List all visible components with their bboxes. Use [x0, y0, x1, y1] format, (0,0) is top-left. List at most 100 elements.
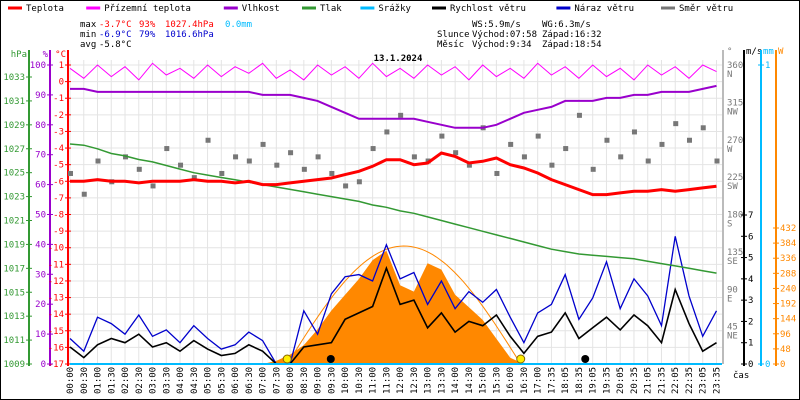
wind-axis-unit: m/s — [746, 47, 762, 57]
x-tick-label: 17:35 — [547, 367, 557, 394]
wind-direction-point — [343, 183, 349, 189]
x-tick-label: 05:00 — [204, 367, 214, 394]
solar-axis-unit: W — [778, 47, 784, 57]
x-tick-label: 15:30 — [492, 367, 502, 394]
stat-avg-label: avg — [80, 40, 96, 50]
direction-tick-label: SW — [727, 182, 738, 192]
humidity-tick-label: 90 — [35, 91, 46, 101]
wind-direction-point — [178, 162, 184, 168]
x-tick-label: 10:00 — [341, 367, 351, 394]
stat-temp-max: -3.7°C — [99, 20, 132, 30]
series-temperature — [70, 151, 717, 197]
temperature-tick-label: -13 — [48, 294, 64, 304]
temperature-tick-label: -9 — [53, 227, 64, 237]
wind-direction-point — [411, 154, 417, 160]
legend-label-4: Srážky — [378, 4, 411, 14]
solar-tick-label: 288 — [780, 269, 796, 279]
solar-tick-label: 240 — [780, 284, 796, 294]
solar-tick-label: 192 — [780, 300, 796, 310]
temperature-tick-label: -7 — [53, 194, 64, 204]
series-humidity — [70, 84, 717, 129]
wind-direction-point — [219, 170, 225, 176]
wind-direction-point — [356, 179, 362, 185]
humidity-tick-label: 70 — [35, 151, 46, 161]
chart-title: 13.1.2024 — [374, 54, 423, 64]
legend-label-0: Teplota — [26, 4, 64, 14]
x-tick-label: 02:30 — [135, 367, 145, 394]
temperature-tick-label: -12 — [48, 277, 64, 287]
x-tick-label: 22:05 — [671, 367, 681, 394]
wind-direction-point — [563, 146, 569, 152]
x-tick-label: 23:05 — [699, 367, 709, 394]
stat-hum-max: 93% — [139, 20, 156, 30]
temperature-tick-label: 1 — [59, 61, 64, 71]
wind-direction-point — [95, 158, 101, 164]
wind-direction-point — [123, 154, 129, 160]
wind-direction-point — [370, 146, 376, 152]
wind-direction-point — [645, 158, 651, 164]
humidity-tick-label: 20 — [35, 300, 46, 310]
stat-wind-gust: WG:6.3m/s — [542, 20, 591, 30]
direction-tick-label: NE — [727, 332, 738, 342]
wind-direction-point — [205, 137, 211, 143]
wind-tick-label: 2 — [748, 317, 753, 327]
pressure-tick-label: 1025 — [3, 169, 25, 179]
temperature-tick-label: -6 — [53, 177, 64, 187]
moonset-marker — [581, 355, 590, 363]
solar-radiation-area — [70, 250, 717, 364]
wind-direction-point — [439, 133, 445, 139]
moonrise: Východ:9:34 — [472, 40, 532, 50]
direction-tick-label: N — [727, 70, 732, 80]
x-tick-label: 14:30 — [465, 367, 475, 394]
moonrise-marker — [326, 355, 335, 363]
x-tick-label: 00:30 — [80, 367, 90, 394]
legend-label-2: Vlhkost — [242, 4, 280, 14]
pressure-tick-label: 1021 — [3, 217, 25, 227]
series-wind-speed — [69, 265, 717, 365]
sun-label: Slunce — [437, 30, 470, 40]
pressure-tick-label: 1023 — [3, 193, 25, 203]
wind-direction-point — [659, 141, 665, 147]
series-pressure — [69, 143, 717, 274]
wind-direction-point — [673, 121, 679, 127]
legend-label-7: Směr větru — [679, 4, 733, 14]
x-tick-label: 16:30 — [520, 367, 530, 394]
direction-tick-label: 360 — [727, 61, 743, 71]
temperature-tick-label: -14 — [48, 310, 64, 320]
pressure-tick-label: 1009 — [3, 360, 25, 370]
wind-direction-point — [453, 150, 459, 156]
x-tick-label: 05:30 — [217, 367, 227, 394]
x-tick-label: 21:05 — [644, 367, 654, 394]
x-tick-label: 18:05 — [561, 367, 571, 394]
pressure-tick-label: 1033 — [3, 73, 25, 83]
solar-tick-label: 96 — [780, 330, 791, 340]
x-tick-label: 18:35 — [575, 367, 585, 394]
wind-direction-point — [274, 162, 280, 168]
x-tick-label: 09:00 — [314, 367, 324, 394]
wind-direction-point — [191, 175, 197, 181]
wind-direction-point — [288, 150, 294, 156]
wind-direction-point — [150, 183, 156, 189]
temperature-tick-label: -3 — [53, 127, 64, 137]
x-tick-label: 03:30 — [162, 367, 172, 394]
temperature-tick-label: -15 — [48, 327, 64, 337]
legend-label-3: Tlak — [320, 4, 342, 14]
wind-direction-point — [315, 154, 321, 160]
temperature-tick-label: -11 — [48, 260, 64, 270]
wind-direction-point — [521, 154, 527, 160]
stat-press-max: 1027.4hPa — [165, 20, 214, 30]
wind-direction-point — [631, 129, 637, 135]
rain-tick-label: 1 — [765, 61, 770, 71]
direction-tick-label: 45 — [727, 323, 738, 333]
wind-tick-label: 6 — [748, 232, 753, 242]
stat-max-label: max — [80, 20, 97, 30]
pressure-tick-label: 1015 — [3, 288, 25, 298]
humidity-tick-label: 0 — [41, 360, 46, 370]
direction-tick-label: 270 — [727, 136, 743, 146]
direction-tick-label: 135 — [727, 248, 743, 258]
temperature-tick-label: 0 — [59, 78, 64, 88]
sunrise: Východ:07:58 — [472, 30, 537, 40]
wind-tick-label: 4 — [748, 275, 753, 285]
wind-direction-point — [535, 133, 541, 139]
x-tick-label: 10:30 — [355, 367, 365, 394]
